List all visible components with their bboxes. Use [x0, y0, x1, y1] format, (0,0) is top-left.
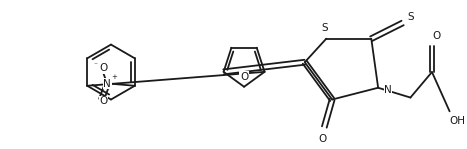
Text: S: S: [321, 23, 328, 33]
Text: OH: OH: [449, 116, 466, 126]
Text: ⁻: ⁻: [93, 61, 98, 70]
Text: O: O: [433, 31, 441, 41]
Text: O: O: [99, 97, 107, 107]
Text: N: N: [384, 85, 392, 95]
Text: O: O: [240, 72, 248, 82]
Text: O: O: [318, 134, 326, 144]
Text: O: O: [99, 63, 107, 73]
Text: S: S: [407, 12, 414, 22]
Text: +: +: [111, 74, 117, 80]
Text: N: N: [104, 79, 111, 89]
